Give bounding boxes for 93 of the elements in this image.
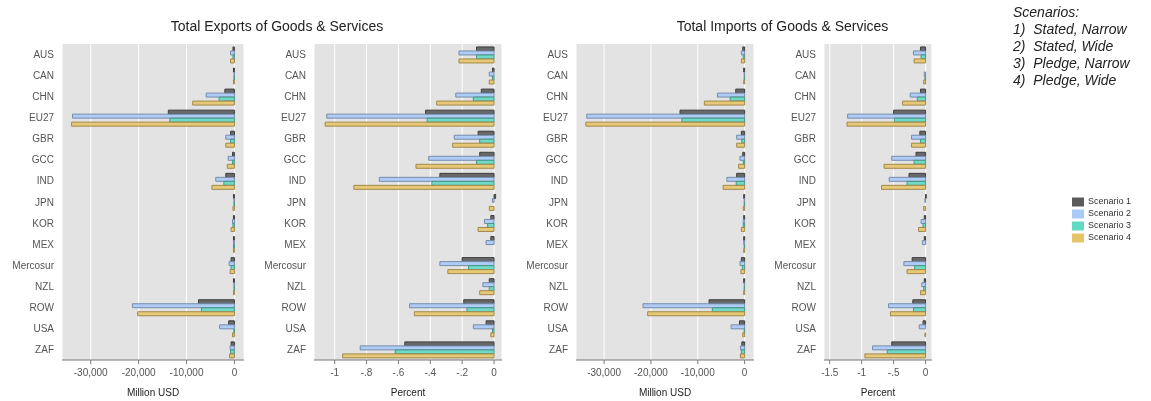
y-tick-label: KOR [32, 217, 54, 229]
y-tick-label: CAN [794, 70, 816, 82]
y-tick-label: GBR [32, 133, 54, 145]
text: Total Imports of Goods & Services [675, 18, 890, 34]
y-tick-label: GCC [793, 154, 816, 166]
y-tick-label: IND [798, 175, 816, 187]
y-tick-label: GBR [794, 133, 816, 145]
text: 2) Stated, Wide [1013, 38, 1115, 55]
x-tick-label: -10,000 [680, 367, 716, 378]
y-tick-label: GCC [31, 154, 54, 166]
y-tick-label: IND [36, 175, 54, 187]
x-axis-title: Percent [860, 387, 896, 398]
x-tick-label: -20,000 [121, 367, 157, 378]
y-tick-label: GBR [546, 133, 568, 145]
y-tick-label: CHN [284, 91, 306, 103]
x-tick-label: -1 [857, 367, 867, 378]
y-tick-label: USA [795, 322, 817, 334]
x-tick-label: -.8 [360, 367, 373, 378]
x-tick-label: -10,000 [169, 367, 204, 378]
y-tick-label: CAN [284, 70, 306, 82]
y-tick-label: ZAF [549, 344, 568, 356]
x-tick-label: -.4 [424, 367, 437, 378]
x-tick-label: -.2 [456, 367, 469, 378]
y-tick-label: CHN [32, 91, 54, 103]
y-tick-label: USA [33, 322, 55, 334]
y-tick-label: JPN [35, 196, 54, 208]
x-tick-label: -.5 [887, 367, 900, 378]
y-tick-label: MEX [284, 238, 307, 250]
text: Total Exports of Goods & Services [169, 18, 385, 34]
y-tick-label: AUS [547, 49, 569, 61]
y-tick-label: Mercosur [526, 259, 569, 271]
x-tick-label: 0 [741, 367, 748, 378]
y-tick-label: NZL [549, 280, 569, 292]
y-tick-label: ZAF [287, 344, 306, 356]
y-tick-label: IND [288, 175, 306, 187]
y-tick-label: JPN [287, 196, 306, 208]
x-tick-label: 0 [231, 367, 238, 378]
y-tick-label: ROW [791, 301, 817, 313]
x-tick-label: -30,000 [73, 367, 109, 378]
y-tick-label: EU27 [28, 112, 55, 124]
y-tick-label: KOR [546, 217, 568, 229]
y-tick-label: GBR [284, 133, 306, 145]
y-tick-label: AUS [285, 49, 307, 61]
y-tick-label: NZL [797, 280, 817, 292]
y-tick-label: Mercosur [774, 259, 817, 271]
y-tick-label: AUS [795, 49, 817, 61]
y-tick-label: ZAF [35, 344, 54, 356]
y-tick-label: USA [285, 322, 307, 334]
x-tick-label: -.6 [392, 367, 405, 378]
text: 3) Pledge, Narrow [1013, 55, 1130, 72]
y-tick-label: CHN [546, 91, 568, 103]
x-axis-title: Million USD [126, 387, 180, 398]
x-tick-label: -30,000 [587, 367, 622, 378]
y-tick-label: NZL [35, 280, 55, 292]
y-tick-label: Mercosur [12, 259, 55, 271]
text: 4) Pledge, Wide [1013, 72, 1118, 89]
y-tick-label: ROW [543, 301, 569, 313]
y-tick-label: USA [547, 322, 569, 334]
text: 1) Stated, Narrow [1013, 21, 1128, 38]
y-tick-label: ZAF [797, 344, 816, 356]
y-tick-label: JPN [797, 196, 816, 208]
legend-label: Scenario 1 [1087, 196, 1131, 207]
y-tick-label: CAN [546, 70, 568, 82]
legend-label: Scenario 2 [1087, 208, 1131, 219]
x-axis-title: Million USD [638, 387, 692, 398]
y-tick-label: GCC [545, 154, 568, 166]
y-tick-label: IND [550, 175, 568, 187]
y-tick-label: EU27 [280, 112, 307, 124]
y-tick-label: EU27 [790, 112, 817, 124]
legend-label: Scenario 4 [1087, 232, 1131, 243]
y-tick-label: KOR [284, 217, 306, 229]
x-tick-label: -20,000 [633, 367, 669, 378]
legend-label: Scenario 3 [1087, 220, 1131, 231]
y-tick-label: EU27 [542, 112, 569, 124]
y-tick-label: JPN [549, 196, 568, 208]
x-tick-label: -1.5 [821, 367, 839, 378]
y-tick-label: MEX [546, 238, 569, 250]
y-tick-label: ROW [281, 301, 307, 313]
y-tick-label: MEX [32, 238, 55, 250]
x-axis-title: Percent [390, 387, 426, 398]
x-tick-label: 0 [922, 367, 929, 378]
y-tick-label: GCC [283, 154, 306, 166]
y-tick-label: MEX [794, 238, 817, 250]
y-tick-label: Mercosur [264, 259, 307, 271]
y-tick-label: CHN [794, 91, 816, 103]
x-tick-label: 0 [491, 367, 498, 378]
y-tick-label: KOR [794, 217, 816, 229]
text: Scenarios: [1013, 4, 1081, 21]
y-tick-label: AUS [33, 49, 55, 61]
x-tick-label: -1 [330, 367, 340, 378]
y-tick-label: NZL [287, 280, 307, 292]
y-tick-label: ROW [29, 301, 55, 313]
y-tick-label: CAN [32, 70, 54, 82]
